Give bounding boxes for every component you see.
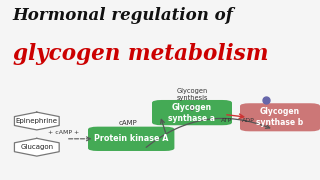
Polygon shape <box>14 112 59 130</box>
Text: Glucagon: Glucagon <box>20 144 53 150</box>
FancyBboxPatch shape <box>152 100 232 125</box>
Text: glycogen metabolism: glycogen metabolism <box>13 43 268 65</box>
Text: Glycogen
synthesis: Glycogen synthesis <box>176 88 208 101</box>
Text: Protein kinase A: Protein kinase A <box>94 134 168 143</box>
Text: + cAMP +: + cAMP + <box>49 130 80 135</box>
Polygon shape <box>14 138 59 156</box>
Text: ADP: ADP <box>243 118 255 123</box>
Text: Glycogen
synthase b: Glycogen synthase b <box>256 107 304 127</box>
Text: Hormonal regulation of: Hormonal regulation of <box>13 7 234 24</box>
Text: Epinephrine: Epinephrine <box>16 118 58 124</box>
Text: cAMP: cAMP <box>119 120 137 126</box>
Text: Glycogen
synthase a: Glycogen synthase a <box>169 103 215 123</box>
FancyBboxPatch shape <box>240 103 320 131</box>
Text: ATP: ATP <box>221 118 232 123</box>
FancyBboxPatch shape <box>88 127 174 151</box>
